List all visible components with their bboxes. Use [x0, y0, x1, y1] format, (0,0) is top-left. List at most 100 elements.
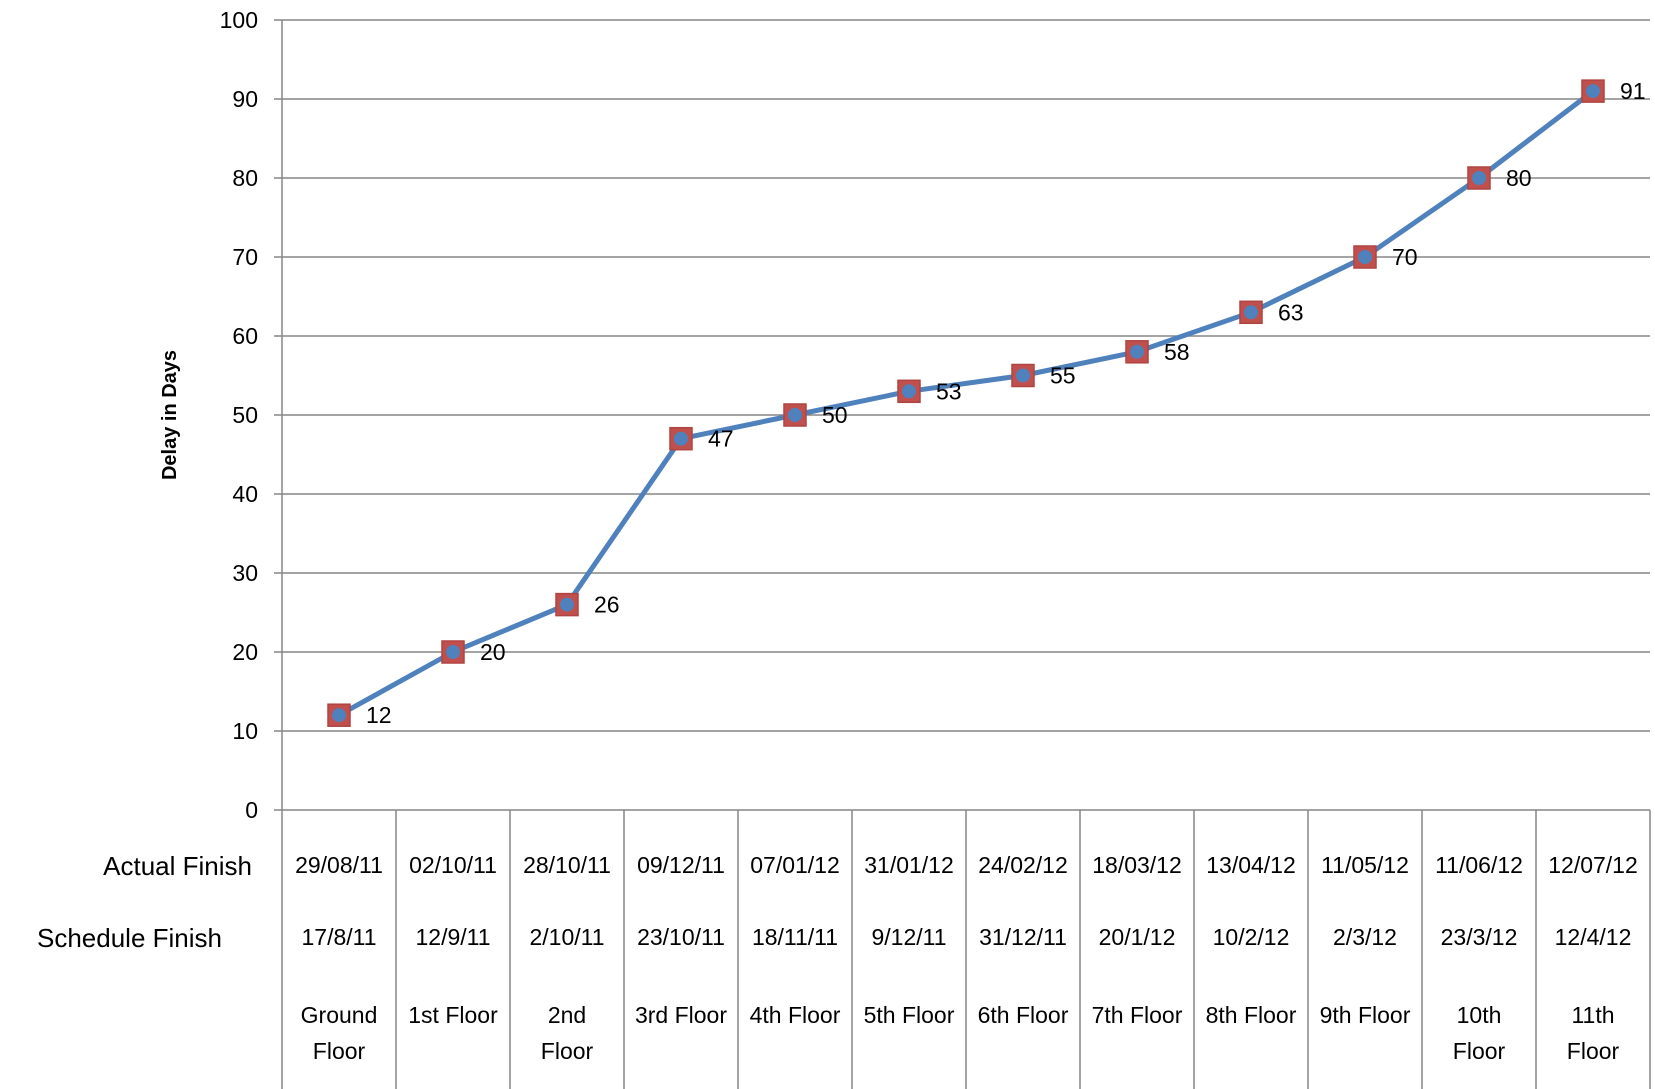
table-cell: 11/05/12: [1321, 852, 1409, 878]
data-point: [1011, 363, 1035, 388]
marker-dot: [446, 645, 460, 659]
marker-dot: [788, 408, 802, 422]
y-tick-label: 100: [220, 7, 258, 33]
table-cell: 07/01/12: [750, 852, 840, 878]
data-point: [897, 379, 921, 404]
x-category-label: 9th Floor: [1320, 1002, 1411, 1028]
table-cell: 10/2/12: [1213, 924, 1290, 950]
table-row-header: Actual Finish: [103, 851, 252, 881]
data-label: 55: [1050, 363, 1076, 389]
data-point: [441, 640, 465, 664]
data-table: Actual Finish 29/08/11 02/10/11 28/10/11 09/…: [37, 810, 1651, 1089]
x-category-label-line: 3rd Floor: [635, 1002, 727, 1028]
x-category-label-line: 10th: [1457, 1002, 1502, 1028]
y-tick-label: 30: [232, 560, 258, 586]
table-cell: 29/08/11: [295, 852, 383, 878]
table-cell: 13/04/12: [1206, 852, 1296, 878]
data-label: 58: [1164, 339, 1190, 365]
gridlines: [282, 19, 1650, 732]
y-tick-label: 10: [232, 718, 258, 744]
x-category-label-line: 8th Floor: [1206, 1002, 1297, 1028]
table-cell: 2/10/11: [529, 924, 604, 950]
x-category-label: 6th Floor: [978, 1002, 1069, 1028]
y-axis-title: Delay in Days: [159, 350, 181, 480]
table-cell: 23/10/11: [637, 924, 725, 950]
x-category-label-line: Ground: [301, 1002, 378, 1028]
data-point: [327, 703, 351, 727]
table-cell: 02/10/11: [409, 852, 497, 878]
data-label: 80: [1506, 165, 1532, 191]
data-point: [1239, 300, 1263, 325]
data-label: 12: [366, 702, 392, 728]
table-cell: 12/07/12: [1548, 852, 1638, 878]
data-point: [669, 426, 693, 451]
table-row-header: Schedule Finish: [37, 923, 222, 953]
x-category-label-line: 1st Floor: [408, 1002, 498, 1028]
x-category-label: 11th Floor: [1567, 1002, 1620, 1064]
marker-dot: [1244, 305, 1258, 320]
y-tick-label: 40: [232, 481, 258, 507]
x-category-label-line: 9th Floor: [1320, 1002, 1411, 1028]
x-category-label: 3rd Floor: [635, 1002, 727, 1028]
x-category-label-line: 11th: [1571, 1002, 1614, 1028]
x-category-label: Ground Floor: [301, 1002, 378, 1064]
x-category-label: 4th Floor: [750, 1002, 841, 1028]
y-tick-label: 20: [232, 639, 258, 665]
data-label: 91: [1620, 78, 1646, 104]
data-point: [783, 403, 807, 427]
data-label: 70: [1392, 244, 1418, 270]
x-category-label-line: Floor: [1567, 1038, 1620, 1064]
marker-dot: [1472, 171, 1486, 185]
table-cell: 2/3/12: [1333, 924, 1397, 950]
table-cell: 31/01/12: [864, 852, 954, 878]
marker-dot: [1130, 344, 1144, 359]
marker-dot: [332, 708, 346, 723]
x-category-label-line: Floor: [313, 1038, 366, 1064]
table-cell: 17/8/11: [301, 924, 376, 950]
data-point: [1125, 340, 1149, 364]
marker-dot: [1358, 250, 1372, 264]
marker-dot: [560, 597, 574, 612]
data-point: [1353, 245, 1377, 269]
series-line-path: [337, 89, 1595, 718]
marker-dot: [674, 431, 688, 446]
x-category-label: 8th Floor: [1206, 1002, 1297, 1028]
x-category-label-line: 7th Floor: [1092, 1002, 1183, 1028]
x-category-label-line: 2nd: [548, 1002, 586, 1028]
table-cell: 09/12/11: [637, 852, 725, 878]
x-category-label-line: 4th Floor: [750, 1002, 841, 1028]
x-category-label-line: 6th Floor: [978, 1002, 1069, 1028]
y-tick-label: 90: [232, 86, 258, 112]
table-cell: 18/11/11: [752, 924, 838, 950]
data-label: 53: [936, 378, 962, 404]
x-category-label: 5th Floor: [864, 1002, 955, 1028]
table-cell: 12/4/12: [1555, 924, 1632, 950]
data-label: 47: [708, 426, 734, 452]
data-label: 20: [480, 639, 506, 665]
y-tick-label: 80: [232, 165, 258, 191]
x-category-label: 1st Floor: [408, 1002, 498, 1028]
x-category-label: 10th Floor: [1453, 1002, 1506, 1064]
table-cell: 23/3/12: [1441, 924, 1518, 950]
table-cell: 20/1/12: [1099, 924, 1176, 950]
data-markers: [327, 79, 1605, 727]
x-category-label-line: Floor: [1453, 1038, 1506, 1064]
series-line: [337, 89, 1595, 718]
marker-dot: [1016, 368, 1030, 383]
marker-dot: [902, 384, 916, 399]
y-tick-label: 70: [232, 244, 258, 270]
y-tick-label: 50: [232, 402, 258, 428]
x-category-label-line: Floor: [541, 1038, 594, 1064]
y-tick-labels: 0 10 20 30 40 50 60 70 80 90 100: [220, 7, 258, 823]
data-point: [1467, 166, 1491, 190]
table-cell: 12/9/11: [415, 924, 490, 950]
x-category-label: 7th Floor: [1092, 1002, 1183, 1028]
data-point: [1581, 79, 1605, 103]
y-tick-label: 0: [245, 797, 258, 823]
table-cell: 18/03/12: [1092, 852, 1182, 878]
data-point: [555, 592, 579, 617]
data-label: 50: [822, 402, 848, 428]
y-tick-label: 60: [232, 323, 258, 349]
data-label: 26: [594, 592, 620, 618]
